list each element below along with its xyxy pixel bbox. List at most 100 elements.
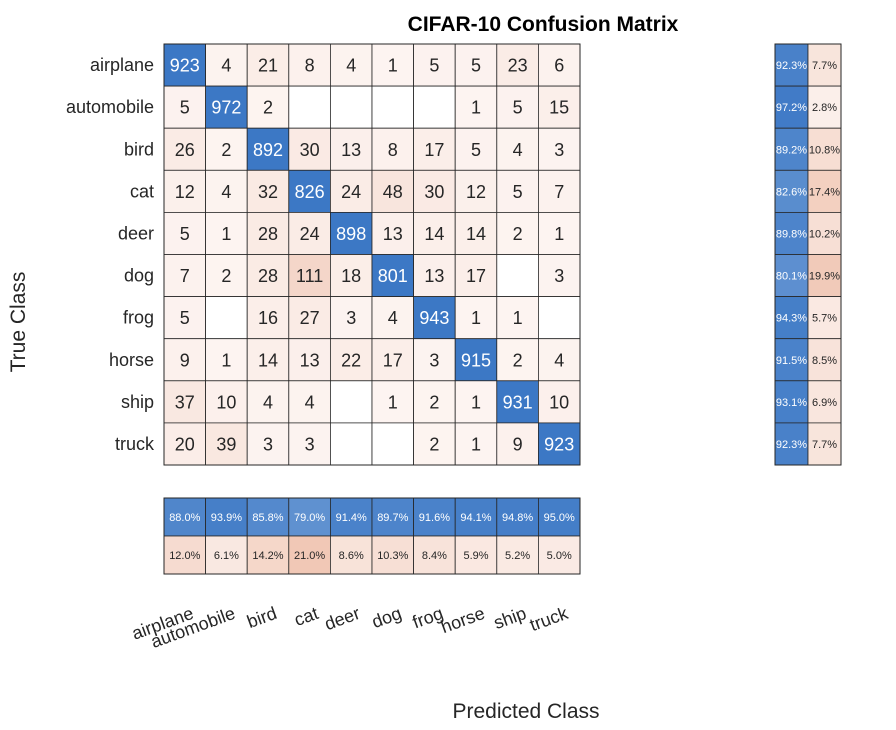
matrix-cell-value: 28 (258, 266, 278, 286)
matrix-cell-deer-bird (246, 211, 290, 255)
row-correct-pct: 92.3% (776, 439, 807, 451)
matrix-cell-cat-airplane (163, 169, 206, 213)
matrix-cell-value: 7 (554, 182, 564, 202)
col-correct-cell (205, 497, 248, 537)
matrix-cell-value: 23 (508, 56, 528, 76)
row-correct-pct: 89.2% (776, 144, 807, 156)
column-summary-border (163, 497, 581, 575)
matrix-cell-truck-horse (454, 422, 498, 466)
row-incorrect-cell (807, 127, 842, 171)
col-correct-pct: 91.4% (336, 512, 367, 524)
matrix-cell-automobile-dog (371, 85, 414, 129)
x-tick-label: deer (322, 603, 363, 634)
matrix-cell-value: 9 (180, 350, 190, 370)
matrix-cell-value: 801 (378, 266, 408, 286)
matrix-cell-value: 4 (263, 392, 273, 412)
matrix-cell-value: 923 (170, 56, 200, 76)
matrix-cell-automobile-horse (454, 85, 498, 129)
matrix-cell-cat-bird (246, 169, 290, 213)
matrix-cell-value: 32 (258, 182, 278, 202)
matrix-cell-value: 3 (554, 266, 564, 286)
matrix-cell-frog-automobile (205, 296, 248, 340)
y-tick-label: dog (124, 266, 154, 286)
x-tick-label: ship (491, 603, 529, 633)
col-correct-pct: 94.1% (460, 512, 491, 524)
chart-title: CIFAR-10 Confusion Matrix (408, 13, 679, 36)
matrix-cell-cat-deer (329, 169, 373, 213)
y-tick-label: airplane (90, 55, 154, 75)
row-incorrect-pct: 10.2% (809, 228, 840, 240)
row-incorrect-pct: 7.7% (812, 439, 837, 451)
matrix-cell-value: 1 (388, 56, 398, 76)
y-tick-label: automobile (66, 97, 154, 117)
matrix-cell-horse-deer (329, 338, 373, 382)
col-incorrect-cell (413, 535, 456, 575)
row-incorrect-cell (807, 380, 842, 424)
row-correct-cell (774, 422, 809, 466)
matrix-cell-value: 4 (513, 140, 523, 160)
matrix-cell-value: 4 (221, 182, 231, 202)
col-incorrect-cell (371, 535, 414, 575)
col-incorrect-pct: 8.6% (339, 550, 364, 562)
matrix-cell-value: 1 (513, 308, 523, 328)
row-correct-pct: 97.2% (776, 102, 807, 114)
matrix-cell-dog-horse (454, 254, 498, 297)
matrix-cell-truck-frog (413, 422, 456, 466)
matrix-cell-value: 37 (175, 392, 195, 412)
col-incorrect-cell (246, 535, 290, 575)
matrix-cell-ship-dog (371, 380, 414, 424)
y-tick-label: truck (115, 434, 155, 454)
row-incorrect-pct: 7.7% (812, 60, 837, 72)
col-correct-pct: 88.0% (169, 512, 200, 524)
matrix-cell-value: 13 (424, 266, 444, 286)
matrix-cell-value: 1 (471, 434, 481, 454)
matrix-cell-value: 3 (305, 434, 315, 454)
matrix-cell-ship-airplane (163, 380, 206, 424)
col-incorrect-pct: 5.0% (547, 550, 572, 562)
matrix-cell-value: 39 (216, 434, 236, 454)
matrix-cell-value: 943 (419, 308, 449, 328)
col-correct-pct: 95.0% (544, 512, 575, 524)
matrix-cell-value: 898 (336, 224, 366, 244)
matrix-cell-value: 4 (346, 56, 356, 76)
matrix-cell-value: 20 (175, 434, 195, 454)
matrix-cell-automobile-cat (288, 85, 331, 129)
x-tick-label: bird (244, 603, 279, 632)
matrix-cell-truck-ship (496, 422, 539, 466)
matrix-cell-ship-bird (246, 380, 290, 424)
matrix-cell-value: 24 (341, 182, 361, 202)
row-incorrect-pct: 5.7% (812, 313, 837, 325)
matrix-cell-value: 48 (383, 182, 403, 202)
col-incorrect-pct: 14.2% (252, 550, 283, 562)
x-tick-label: automobile (148, 603, 238, 652)
matrix-cell-value: 10 (216, 392, 236, 412)
matrix-cell-value: 1 (471, 392, 481, 412)
matrix-cell-value: 5 (471, 56, 481, 76)
matrix-cell-airplane-airplane (163, 43, 206, 87)
row-correct-pct: 94.3% (776, 313, 807, 325)
col-incorrect-cell (538, 535, 581, 575)
col-incorrect-pct: 6.1% (214, 550, 239, 562)
y-tick-label: ship (121, 392, 154, 412)
matrix-cell-bird-frog (413, 127, 456, 171)
col-incorrect-pct: 5.9% (463, 550, 488, 562)
matrix-cell-value: 22 (341, 350, 361, 370)
row-correct-pct: 91.5% (776, 355, 807, 367)
row-correct-cell (774, 380, 809, 424)
matrix-cell-value: 27 (300, 308, 320, 328)
matrix-cell-bird-dog (371, 127, 414, 171)
matrix-cell-value: 14 (258, 350, 278, 370)
matrix-cell-value: 923 (544, 434, 574, 454)
matrix-cell-frog-deer (329, 296, 373, 340)
matrix-cell-bird-cat (288, 127, 331, 171)
y-tick-label: horse (109, 350, 154, 370)
matrix-cell-value: 18 (341, 266, 361, 286)
col-correct-pct: 93.9% (211, 512, 242, 524)
matrix-cell-value: 5 (429, 56, 439, 76)
col-correct-pct: 79.0% (294, 512, 325, 524)
y-tick-labels: airplane automobile bird cat deer dog frog hors… (66, 55, 155, 454)
matrix-cell-value: 16 (258, 308, 278, 328)
matrix-cell-value: 13 (383, 224, 403, 244)
matrix-cell-value: 2 (263, 98, 273, 118)
